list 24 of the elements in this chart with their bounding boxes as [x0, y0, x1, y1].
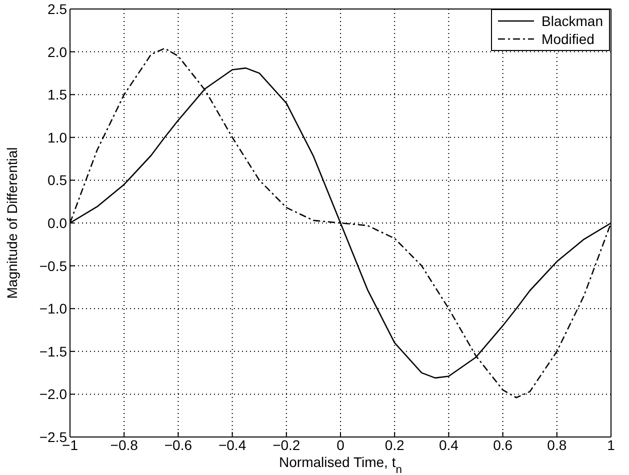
x-tick-label: −0.8	[110, 436, 138, 453]
y-axis-title: Magnitude of Differential	[4, 147, 20, 299]
y-tick-label: 0.5	[48, 172, 68, 188]
x-tick-label: 1	[607, 436, 616, 453]
legend-label: Modified	[542, 30, 594, 48]
x-tick-label: −0.2	[272, 436, 300, 453]
x-axis-title: Normalised Time, t$_{n}$	[279, 454, 402, 475]
x-tick-label: 0.2	[384, 436, 405, 453]
x-tick-label: 0.8	[547, 436, 567, 453]
y-tick-label: 0.0	[48, 214, 68, 231]
x-tick-label: 0.6	[493, 436, 513, 453]
y-tick-label: 1.5	[48, 86, 68, 103]
y-tick-label: 2.5	[48, 0, 68, 17]
legend-label: Blackman	[542, 12, 603, 30]
y-tick-label: −1.0	[39, 300, 68, 317]
y-tick-label: −1.5	[39, 343, 68, 360]
y-tick-label: 2.0	[48, 44, 68, 60]
x-tick-label: −0.4	[218, 436, 246, 453]
x-tick-label: 0.4	[438, 436, 459, 453]
y-tick-label: −2.0	[39, 386, 68, 402]
x-tick-label: 0	[336, 436, 345, 453]
y-tick-label: 1.0	[48, 129, 68, 146]
y-tick-label: −0.5	[39, 258, 68, 274]
x-tick-label: −0.6	[164, 436, 192, 453]
